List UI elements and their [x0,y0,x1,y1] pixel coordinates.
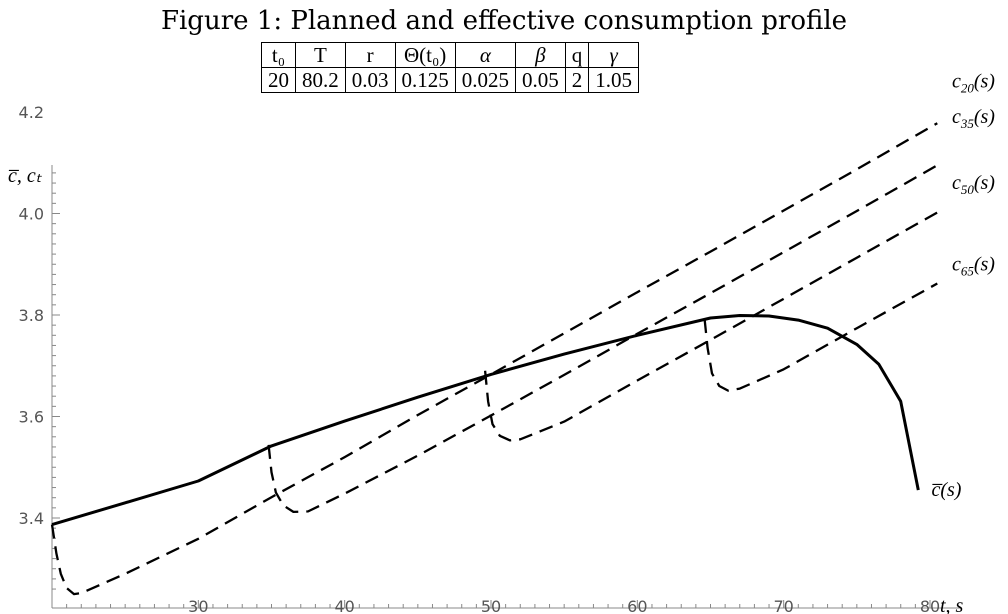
y-tick-label: 4.2 [19,103,44,122]
parameter-header-row: t₀ T r Θ(t₀) α β q γ [261,42,639,68]
y-tick-label: 3.4 [19,509,44,528]
y-tick-label: 4.0 [19,205,44,224]
parameter-value-row: 20 80.2 0.03 0.125 0.025 0.05 2 1.05 [261,67,639,93]
x-axis-label: t, s [940,595,964,614]
figure-title: Figure 1: Planned and effective consumpt… [160,6,848,36]
x-tick-label: 80 [920,597,940,614]
series-label-2: c50(s) [952,172,995,197]
y-tick-label: 3.8 [19,306,44,325]
param-header-t0: t₀ [261,42,296,68]
param-header-r: r [344,42,396,68]
param-header-gamma: γ [588,42,639,68]
series-label-1: c35(s) [952,106,995,131]
series-label-4: c̅(s) [931,479,961,501]
series-line-2 [267,164,938,514]
param-value-t0: 20 [261,67,296,93]
param-header-theta: Θ(t₀) [394,42,456,68]
param-header-q: q [564,42,590,68]
param-value-gamma: 1.05 [588,67,639,93]
param-value-theta: 0.125 [394,67,456,93]
parameter-table: t₀ T r Θ(t₀) α β q γ 20 80.2 0.03 0.125 … [261,42,639,93]
x-tick-label: 70 [773,597,793,614]
y-tick-label: 3.6 [19,408,44,427]
series-line-1 [50,122,938,596]
series-line-4 [703,282,938,392]
param-value-r: 0.03 [344,67,396,93]
x-tick-label: 60 [627,597,647,614]
series-label-3: c65(s) [952,253,995,278]
series-label-0: c20(s) [952,71,995,96]
param-header-alpha: α [454,42,517,68]
x-tick-label: 50 [481,597,501,614]
series-line-3 [483,211,938,442]
series-line-0 [51,314,920,527]
param-header-T: T [295,42,346,68]
x-tick-label: 40 [334,597,354,614]
param-value-T: 80.2 [295,67,346,93]
param-value-beta: 0.05 [515,67,566,93]
y-axis-label: c̅, cₜ [8,165,43,187]
param-value-alpha: 0.025 [454,67,517,93]
x-tick-label: 30 [188,597,208,614]
